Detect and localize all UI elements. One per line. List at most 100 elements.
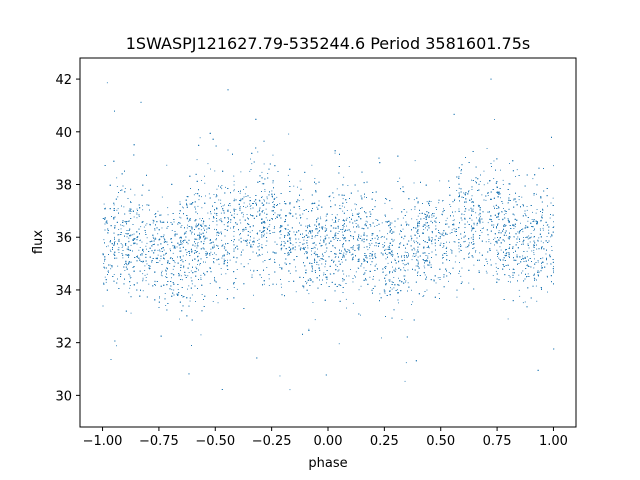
data-point bbox=[360, 314, 361, 316]
data-point bbox=[453, 215, 454, 217]
data-point bbox=[105, 281, 107, 283]
data-point bbox=[120, 224, 122, 226]
data-point bbox=[386, 274, 388, 276]
data-point bbox=[142, 261, 144, 263]
data-point bbox=[417, 266, 419, 268]
data-point bbox=[195, 266, 197, 268]
data-point bbox=[449, 241, 450, 243]
data-point bbox=[394, 226, 396, 228]
data-point bbox=[264, 212, 265, 214]
data-point bbox=[128, 292, 130, 294]
data-point bbox=[276, 196, 278, 198]
data-point bbox=[497, 256, 498, 257]
data-point bbox=[213, 194, 215, 195]
data-point bbox=[410, 209, 412, 211]
data-point bbox=[253, 237, 255, 239]
data-point bbox=[210, 248, 212, 250]
data-point bbox=[435, 282, 437, 284]
data-point bbox=[479, 181, 481, 182]
data-point bbox=[272, 154, 274, 156]
data-point bbox=[453, 241, 455, 243]
data-point bbox=[180, 260, 182, 261]
data-point bbox=[437, 277, 439, 279]
data-point bbox=[205, 195, 206, 197]
data-point bbox=[411, 304, 412, 305]
data-point bbox=[316, 264, 318, 265]
data-point bbox=[308, 293, 310, 295]
data-point bbox=[215, 196, 217, 198]
data-point bbox=[438, 237, 439, 239]
data-point bbox=[358, 214, 359, 215]
data-point bbox=[428, 238, 430, 240]
data-point bbox=[163, 237, 165, 239]
data-point bbox=[528, 237, 530, 239]
data-point bbox=[522, 257, 524, 259]
data-point bbox=[233, 241, 234, 243]
data-point bbox=[221, 257, 223, 259]
data-point bbox=[116, 177, 118, 179]
data-point bbox=[404, 281, 406, 283]
data-point bbox=[431, 241, 432, 243]
data-point bbox=[180, 217, 182, 219]
data-point bbox=[130, 244, 132, 246]
data-point bbox=[480, 215, 481, 217]
data-point bbox=[453, 224, 455, 226]
data-point bbox=[536, 209, 538, 210]
data-point bbox=[121, 244, 123, 246]
data-point bbox=[430, 201, 432, 202]
data-point bbox=[507, 237, 509, 239]
data-point bbox=[240, 222, 242, 224]
data-point bbox=[385, 248, 387, 250]
data-point bbox=[542, 229, 544, 231]
data-point bbox=[314, 178, 316, 179]
data-point bbox=[524, 301, 526, 303]
data-point bbox=[415, 253, 417, 255]
data-point bbox=[333, 197, 335, 199]
data-point bbox=[194, 238, 196, 240]
data-point bbox=[547, 224, 549, 226]
data-point bbox=[475, 212, 477, 214]
data-point bbox=[320, 236, 322, 238]
data-point bbox=[507, 318, 509, 320]
data-point bbox=[197, 213, 198, 215]
data-point bbox=[186, 202, 187, 204]
data-point bbox=[251, 163, 253, 165]
data-point bbox=[458, 187, 460, 189]
data-point bbox=[186, 196, 188, 197]
data-point bbox=[316, 221, 317, 223]
data-point bbox=[240, 171, 242, 173]
data-point bbox=[502, 231, 504, 232]
data-point bbox=[407, 269, 409, 271]
data-point bbox=[274, 252, 276, 254]
data-point bbox=[102, 253, 104, 254]
data-point bbox=[471, 189, 473, 190]
data-point bbox=[356, 244, 358, 246]
data-point bbox=[325, 243, 327, 245]
data-point bbox=[340, 285, 342, 286]
data-point bbox=[297, 186, 298, 188]
data-point bbox=[130, 188, 132, 190]
data-point bbox=[541, 216, 543, 218]
data-point bbox=[364, 196, 365, 198]
data-point bbox=[355, 271, 357, 273]
data-point bbox=[227, 259, 228, 261]
data-point bbox=[215, 254, 217, 256]
data-point bbox=[428, 247, 430, 249]
data-point bbox=[495, 270, 497, 272]
data-point bbox=[312, 302, 314, 303]
data-point bbox=[257, 240, 259, 241]
data-point bbox=[146, 242, 148, 244]
data-point bbox=[473, 210, 474, 212]
data-point bbox=[308, 232, 309, 234]
data-point bbox=[403, 269, 405, 271]
data-point bbox=[209, 243, 211, 244]
data-point bbox=[545, 253, 547, 255]
data-point bbox=[130, 277, 132, 278]
data-point bbox=[311, 254, 312, 256]
data-point bbox=[142, 273, 144, 275]
data-point bbox=[414, 249, 416, 251]
data-point bbox=[307, 247, 309, 249]
data-point bbox=[442, 257, 443, 259]
data-point bbox=[391, 288, 393, 290]
data-point bbox=[527, 220, 529, 222]
